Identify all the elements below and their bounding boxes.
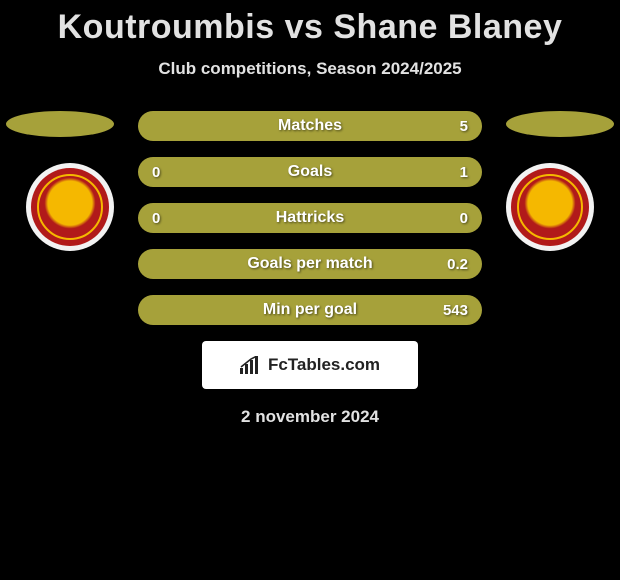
stat-row: Min per goal 543 (138, 295, 482, 325)
stat-right-value: 0.2 (447, 256, 468, 273)
stat-right-value: 5 (460, 118, 468, 135)
motherwell-crest-icon (511, 168, 589, 246)
player-right-oval (506, 111, 614, 137)
stat-left-value: 0 (152, 210, 160, 227)
stat-label: Goals per match (247, 255, 372, 273)
stats-area: Matches 5 0 Goals 1 0 Hattricks 0 Goals … (0, 111, 620, 427)
stat-label: Hattricks (276, 209, 344, 227)
bar-chart-icon (240, 356, 262, 374)
stat-label: Matches (278, 117, 342, 135)
club-badge-right (506, 163, 594, 251)
stat-label: Goals (288, 163, 332, 181)
brand-box[interactable]: FcTables.com (202, 341, 418, 389)
stat-row: Matches 5 (138, 111, 482, 141)
stat-row: 0 Goals 1 (138, 157, 482, 187)
stat-right-value: 1 (460, 164, 468, 181)
stat-row: Goals per match 0.2 (138, 249, 482, 279)
stat-right-value: 0 (460, 210, 468, 227)
brand-text: FcTables.com (268, 355, 380, 375)
stat-right-value: 543 (443, 302, 468, 319)
page-title: Koutroumbis vs Shane Blaney (0, 8, 620, 47)
stat-rows: Matches 5 0 Goals 1 0 Hattricks 0 Goals … (138, 111, 482, 325)
stat-left-value: 0 (152, 164, 160, 181)
player-left-oval (6, 111, 114, 137)
date-text: 2 november 2024 (0, 407, 620, 427)
stat-row: 0 Hattricks 0 (138, 203, 482, 233)
subtitle: Club competitions, Season 2024/2025 (0, 59, 620, 79)
club-badge-left (26, 163, 114, 251)
stat-label: Min per goal (263, 301, 357, 319)
comparison-card: Koutroumbis vs Shane Blaney Club competi… (0, 0, 620, 580)
motherwell-crest-icon (31, 168, 109, 246)
